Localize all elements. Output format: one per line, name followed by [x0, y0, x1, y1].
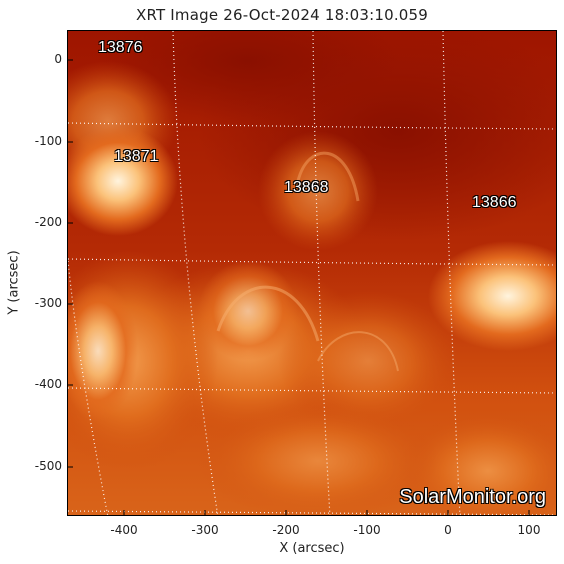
- active-region-label: 13866: [472, 194, 517, 211]
- x-tick-label: -400: [110, 523, 138, 537]
- y-axis-title: Y (arcsec): [6, 250, 22, 315]
- y-tick-label: -300: [34, 296, 62, 310]
- active-region-label: 13868: [284, 179, 329, 196]
- x-tick-label: -200: [272, 523, 300, 537]
- y-tick-label: -100: [34, 134, 62, 148]
- x-tick-label: 100: [517, 523, 541, 537]
- figure-title: XRT Image 26-Oct-2024 18:03:10.059: [135, 6, 429, 24]
- active-region-label: 13876: [98, 39, 143, 56]
- y-tick-label: -500: [34, 459, 62, 473]
- active-region-label: 13871: [114, 148, 159, 165]
- x-tick-label: -100: [353, 523, 381, 537]
- y-tick-label: 0: [54, 52, 62, 66]
- x-tick-label: 0: [444, 523, 452, 537]
- xrt-solar-image: [68, 31, 556, 515]
- y-tick-label: -200: [34, 215, 62, 229]
- y-tick-label: -400: [34, 377, 62, 391]
- solar-image-panel: 13876 13871 13868 13866 SolarMonitor.org: [67, 30, 557, 516]
- x-axis-title: X (arcsec): [279, 541, 345, 556]
- solarmonitor-watermark: SolarMonitor.org: [399, 486, 546, 508]
- x-tick-label: -300: [191, 523, 219, 537]
